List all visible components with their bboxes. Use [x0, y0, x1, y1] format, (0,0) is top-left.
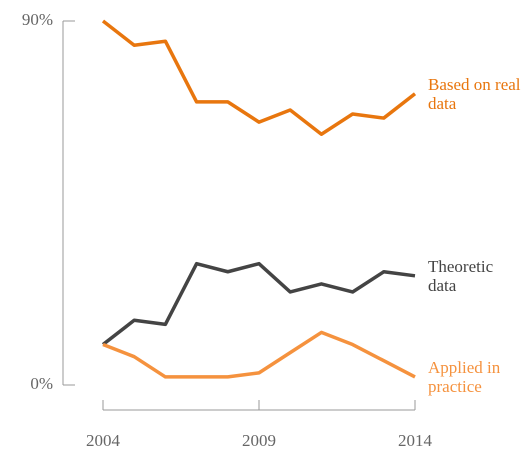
series-line — [101, 261, 416, 346]
x-tick-label: 2014 — [398, 431, 433, 450]
x-tick-label: 2004 — [86, 431, 121, 450]
series-line — [102, 330, 416, 379]
series-label: Theoretic data — [428, 256, 494, 295]
series-label: Applied in practice — [428, 357, 501, 396]
series-line — [101, 19, 417, 136]
y-tick-label: 90% — [22, 10, 53, 29]
x-tick-label: 2009 — [242, 431, 276, 450]
series-label: Based on real data — [428, 74, 521, 113]
y-tick-label: 0% — [30, 374, 53, 393]
